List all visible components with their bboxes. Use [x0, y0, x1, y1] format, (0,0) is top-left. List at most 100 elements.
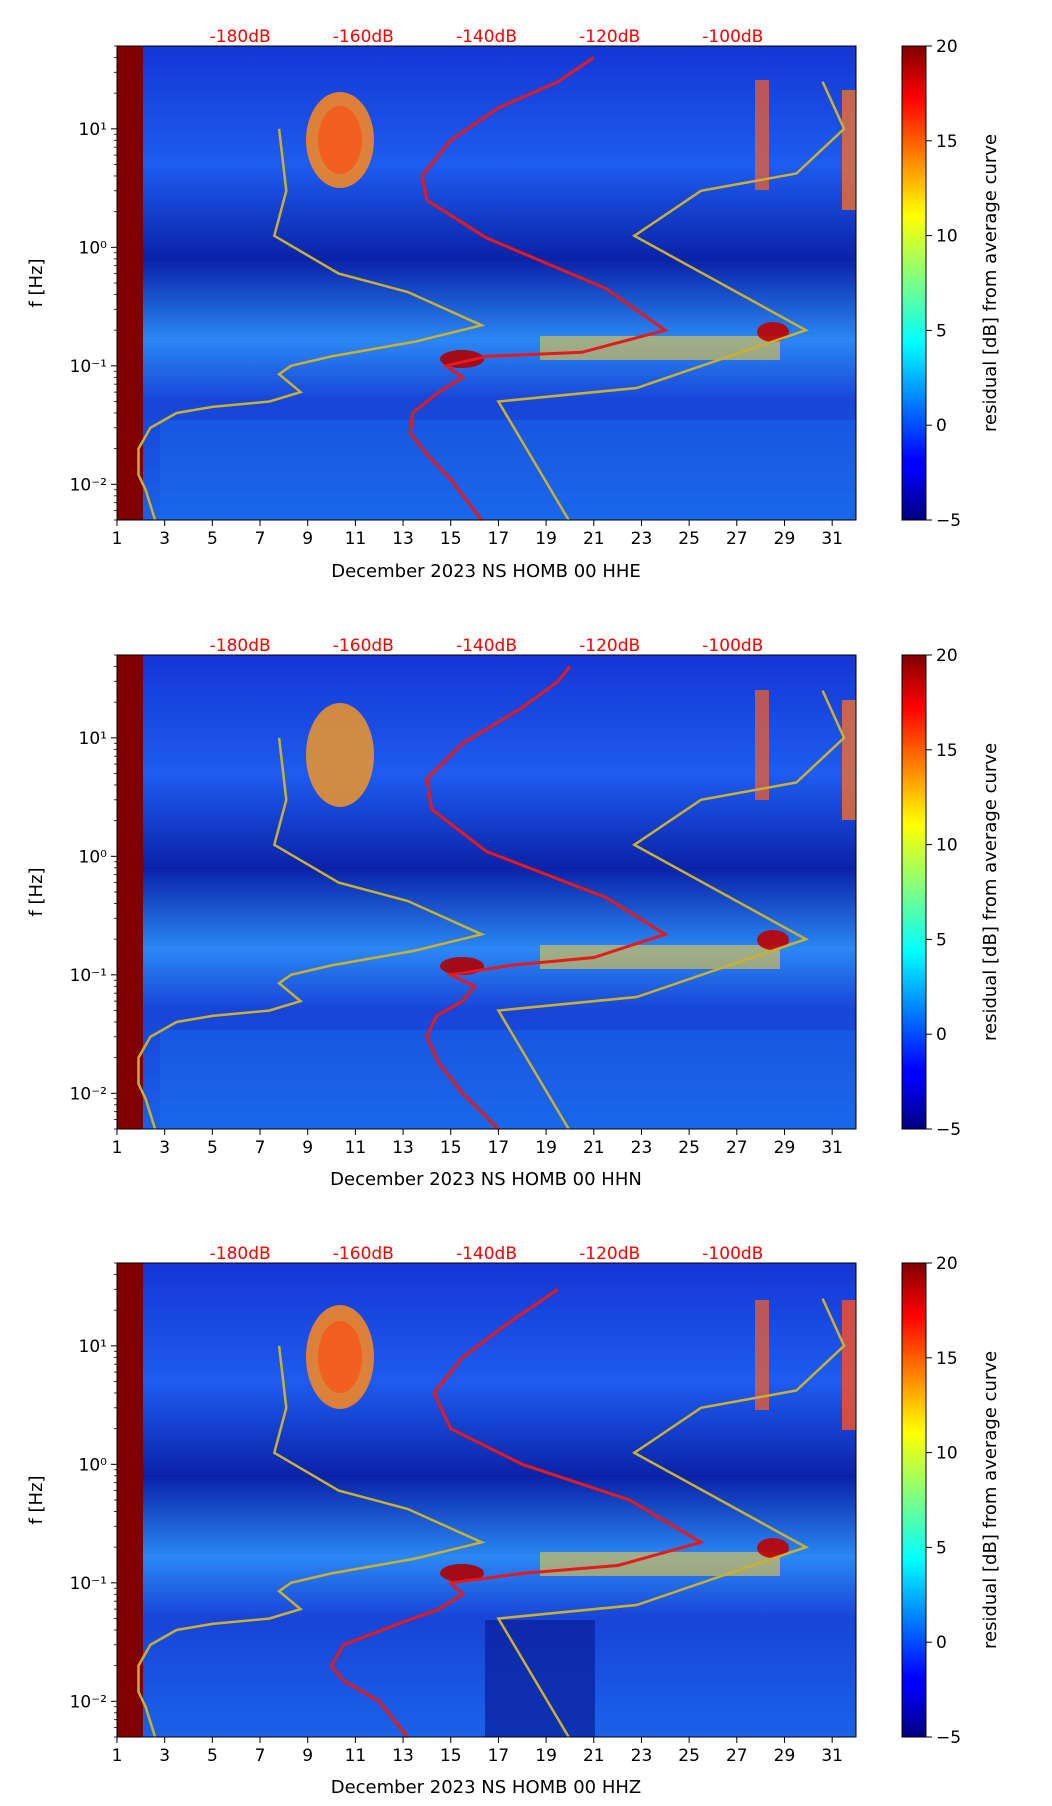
- colorbar-tick-label: −5: [936, 1728, 961, 1748]
- top-db-label: -120dB: [579, 1244, 640, 1264]
- x-tick-label: 11: [345, 1746, 367, 1766]
- x-axis-label: December 2023 NS HOMB 00 HHZ: [331, 1777, 642, 1798]
- colorbar-tick-label: 15: [936, 1349, 958, 1369]
- top-db-label: -100dB: [702, 636, 763, 656]
- noise-model-low-curve: [137, 1345, 486, 1738]
- top-db-label: -140dB: [456, 1244, 517, 1264]
- top-db-label: -160dB: [333, 27, 394, 47]
- colorbar: 20 15 10 5 0 −5 residual [dB] from average cu…: [901, 1254, 1001, 1748]
- x-tick-label: 3: [159, 529, 170, 549]
- top-db-ticks: -180dB -160dB -140dB -120dB -100dB: [210, 1244, 764, 1264]
- y-tick-label: 10¹: [79, 1337, 107, 1357]
- y-axis-label: f [Hz]: [26, 867, 47, 916]
- top-db-label: -100dB: [702, 27, 763, 47]
- panel-hhe: 1 3 5 7 9 11 13 15 17 19 21 23 25 27 29 31 10¹10⁰10⁻¹10…: [26, 27, 1001, 582]
- top-db-label: -180dB: [210, 636, 271, 656]
- colorbar: 20 15 10 5 0 −5 residual [dB] from average cu…: [901, 646, 1001, 1140]
- noise-model-low-curve: [137, 128, 486, 521]
- x-tick-label: 31: [821, 529, 843, 549]
- x-tick-label: 5: [207, 529, 218, 549]
- colorbar-tick-label: −5: [936, 511, 961, 531]
- y-tick-label: 10⁻²: [70, 475, 107, 495]
- x-tick-label: 15: [440, 529, 462, 549]
- colorbar-tick-label: 5: [936, 930, 947, 950]
- x-tick-label: 3: [159, 1138, 170, 1158]
- colorbar: 20 15 10 5 0 −5 residual [dB] from average cu…: [901, 37, 1001, 531]
- x-tick-label: 19: [535, 1138, 557, 1158]
- colorbar-ticks: 20 15 10 5 0 −5: [926, 1254, 961, 1748]
- top-db-label: -120dB: [579, 27, 640, 47]
- x-tick-label: 31: [821, 1138, 843, 1158]
- colorbar-tick-label: 5: [936, 321, 947, 341]
- x-tick-label: 13: [392, 1138, 414, 1158]
- x-tick-label: 1: [112, 1746, 123, 1766]
- top-db-ticks: -180dB -160dB -140dB -120dB -100dB: [210, 27, 764, 47]
- x-tick-label: 7: [255, 1746, 266, 1766]
- colorbar-tick-label: 0: [936, 1025, 947, 1045]
- x-tick-label: 23: [631, 1138, 653, 1158]
- y-tick-label: 10⁻²: [70, 1084, 107, 1104]
- x-tick-label: 7: [255, 1138, 266, 1158]
- x-tick-label: 17: [488, 1746, 510, 1766]
- y-tick-label: 10⁻¹: [70, 1574, 107, 1594]
- x-tick-label: 21: [583, 1138, 605, 1158]
- x-axis-ticks: 1 3 5 7 9 11 13 15 17 19 21 23 25 27 29 31: [112, 1737, 843, 1766]
- top-db-label: -160dB: [333, 1244, 394, 1264]
- x-tick-label: 9: [302, 529, 313, 549]
- y-tick-label: 10⁻²: [70, 1692, 107, 1712]
- top-db-label: -140dB: [456, 636, 517, 656]
- noise-model-high-curve: [496, 1298, 846, 1738]
- x-tick-label: 13: [392, 1746, 414, 1766]
- y-axis-ticks: 10¹ 10⁰ 10⁻¹ 10⁻²: [70, 1262, 117, 1738]
- y-axis-label: f [Hz]: [26, 258, 47, 307]
- x-tick-label: 17: [488, 1138, 510, 1158]
- top-db-label: -180dB: [210, 1244, 271, 1264]
- y-tick-label: 10¹: [79, 729, 107, 749]
- x-tick-label: 9: [302, 1138, 313, 1158]
- y-tick-label: 10⁻¹: [70, 357, 107, 377]
- panel-hhz: 1 3 5 7 9 11 13 15 17 19 21 23 25 27 29 31 10¹10⁰10⁻¹10…: [26, 1244, 1001, 1798]
- x-tick-label: 29: [774, 1746, 796, 1766]
- x-tick-label: 1: [112, 529, 123, 549]
- y-tick-label: 10⁰: [79, 1455, 108, 1475]
- y-tick-label: 10⁰: [79, 847, 108, 867]
- x-tick-label: 19: [535, 529, 557, 549]
- y-axis-ticks: 10¹ 10⁰ 10⁻¹ 10⁻²: [70, 45, 117, 521]
- saturated-band: [117, 1263, 143, 1737]
- average-curve: [329, 1288, 705, 1738]
- colorbar-tick-label: 15: [936, 132, 958, 152]
- colorbar-tick-label: 0: [936, 1633, 947, 1653]
- x-tick-label: 25: [678, 529, 700, 549]
- top-db-label: -120dB: [579, 636, 640, 656]
- x-tick-label: 29: [774, 529, 796, 549]
- x-tick-label: 5: [207, 1138, 218, 1158]
- colorbar-tick-label: 10: [936, 1444, 958, 1464]
- x-tick-label: 15: [440, 1746, 462, 1766]
- x-tick-label: 29: [774, 1138, 796, 1158]
- panel-hhn: 1 3 5 7 9 11 13 15 17 19 21 23 25 27 29 31 10¹10⁰10⁻¹10…: [26, 636, 1001, 1190]
- x-tick-label: 17: [488, 529, 510, 549]
- colorbar-label: residual [dB] from average curve: [980, 134, 1001, 432]
- average-curve: [408, 56, 669, 521]
- x-tick-label: 5: [207, 1746, 218, 1766]
- colorbar-tick-label: 0: [936, 416, 947, 436]
- colorbar-tick-label: 10: [936, 227, 958, 247]
- colorbar-ticks: 20 15 10 5 0 −5: [926, 37, 961, 531]
- x-tick-label: 31: [821, 1746, 843, 1766]
- colorbar-tick-label: 20: [936, 646, 958, 666]
- x-tick-label: 1: [112, 1138, 123, 1158]
- x-tick-label: 27: [726, 1746, 748, 1766]
- x-axis-ticks: 1 3 5 7 9 11 13 15 17 19 21 23 25 27 29 31: [112, 1129, 843, 1158]
- colorbar-label: residual [dB] from average curve: [980, 743, 1001, 1041]
- x-tick-label: 13: [392, 529, 414, 549]
- top-db-ticks: -180dB -160dB -140dB -120dB -100dB: [210, 636, 764, 656]
- x-tick-label: 7: [255, 529, 266, 549]
- x-tick-label: 11: [345, 1138, 367, 1158]
- colorbar-tick-label: 15: [936, 741, 958, 761]
- x-tick-label: 23: [631, 529, 653, 549]
- x-tick-label: 15: [440, 1138, 462, 1158]
- x-tick-label: 21: [583, 529, 605, 549]
- noise-model-low-curve: [137, 737, 486, 1130]
- spectrogram-background: [117, 1263, 856, 1737]
